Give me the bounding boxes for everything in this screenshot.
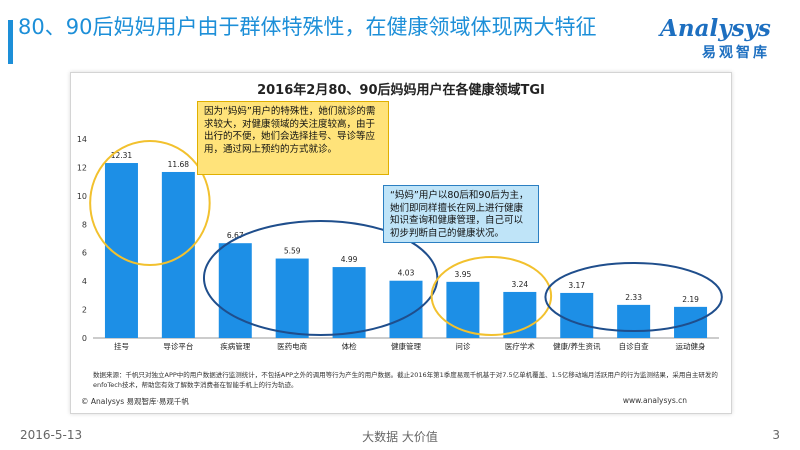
x-tick-label: 疾病管理	[220, 341, 250, 351]
callout-blue: “妈妈”用户以80后和90后为主，她们即同样擅长在网上进行健康知识查询和健康管理…	[383, 185, 539, 243]
y-tick-label: 4	[82, 277, 87, 286]
bar-chart: 0 2 4 6 8 10 12 14 12.31 挂号 11.68 导诊平台 6.67 疾病管理 5.59 医…	[77, 135, 723, 351]
callout-yellow: 因为“妈妈”用户的特殊性，她们就诊的需求较大，对健康领域的关注度较高，由于出行的…	[197, 101, 389, 175]
highlight-ellipse	[430, 256, 553, 336]
chart-panel: 2016年2月80、90后妈妈用户在各健康领域TGI 0 2 4 6 8 10 12 14 12…	[70, 72, 732, 414]
bar-value-label: 2.33	[625, 293, 642, 302]
y-tick-label: 12	[77, 163, 87, 172]
logo-text-cn: 易观智库	[702, 45, 770, 61]
y-tick-label: 14	[77, 135, 87, 144]
x-tick-label: 问诊	[455, 341, 470, 351]
bar-value-label: 6.67	[227, 231, 244, 240]
bar	[560, 292, 594, 338]
x-tick-label: 医疗学术	[505, 341, 535, 351]
bar-value-label: 4.99	[341, 255, 358, 264]
x-tick-label: 健康管理	[391, 341, 421, 351]
bar	[332, 267, 366, 338]
title-accent-bar	[8, 20, 13, 64]
x-tick-label: 健康/养生资讯	[553, 341, 601, 351]
bar	[104, 163, 138, 338]
x-tick-label: 自诊自查	[619, 341, 649, 351]
bar-value-label: 12.31	[111, 151, 133, 160]
page-title: 80、90后妈妈用户由于群体特殊性，在健康领域体现两大特征	[18, 15, 597, 39]
copyright-text: © Analysys 易观智库·易观千帆	[81, 397, 189, 406]
bar	[446, 281, 480, 338]
x-tick-label: 运动健身	[676, 341, 706, 351]
chart-title: 2016年2月80、90后妈妈用户在各健康领域TGI	[257, 83, 545, 98]
bar-value-label: 3.95	[455, 270, 472, 279]
x-tick-label: 导诊平台	[163, 341, 193, 351]
y-tick-label: 8	[82, 220, 87, 229]
bar-value-label: 2.19	[682, 295, 699, 304]
bar	[161, 171, 195, 338]
bar-value-label: 11.68	[168, 160, 190, 169]
x-tick-label: 挂号	[114, 341, 129, 351]
bar	[275, 258, 309, 338]
bar	[218, 243, 252, 338]
bar-value-label: 3.24	[511, 280, 528, 289]
y-tick-label: 6	[82, 249, 87, 258]
page-number: 3	[772, 428, 780, 442]
logo-text-en: Analysys	[660, 15, 771, 42]
y-tick-label: 10	[77, 192, 87, 201]
x-tick-label: 体检	[342, 341, 357, 351]
x-tick-label: 医药电商	[277, 341, 307, 351]
bar	[617, 304, 651, 338]
footer-slogan: 大数据 大价值	[362, 430, 438, 444]
brand-logo: Analysys 易观智库	[660, 16, 790, 66]
y-tick-label: 2	[82, 306, 87, 315]
bar-value-label: 5.59	[284, 247, 301, 256]
highlight-ellipse	[544, 262, 723, 332]
bar-value-label: 3.17	[568, 281, 585, 290]
bar-value-label: 4.03	[398, 269, 415, 278]
highlight-ellipse	[89, 140, 211, 266]
footer-date: 2016-5-13	[20, 428, 83, 442]
website-link[interactable]: www.analysys.cn	[622, 396, 687, 405]
data-source-note: 数据来源：千帆只对独立APP中的用户数据进行监测统计，不包括APP之外的调用等行…	[93, 371, 718, 389]
y-tick-label: 0	[82, 334, 87, 343]
